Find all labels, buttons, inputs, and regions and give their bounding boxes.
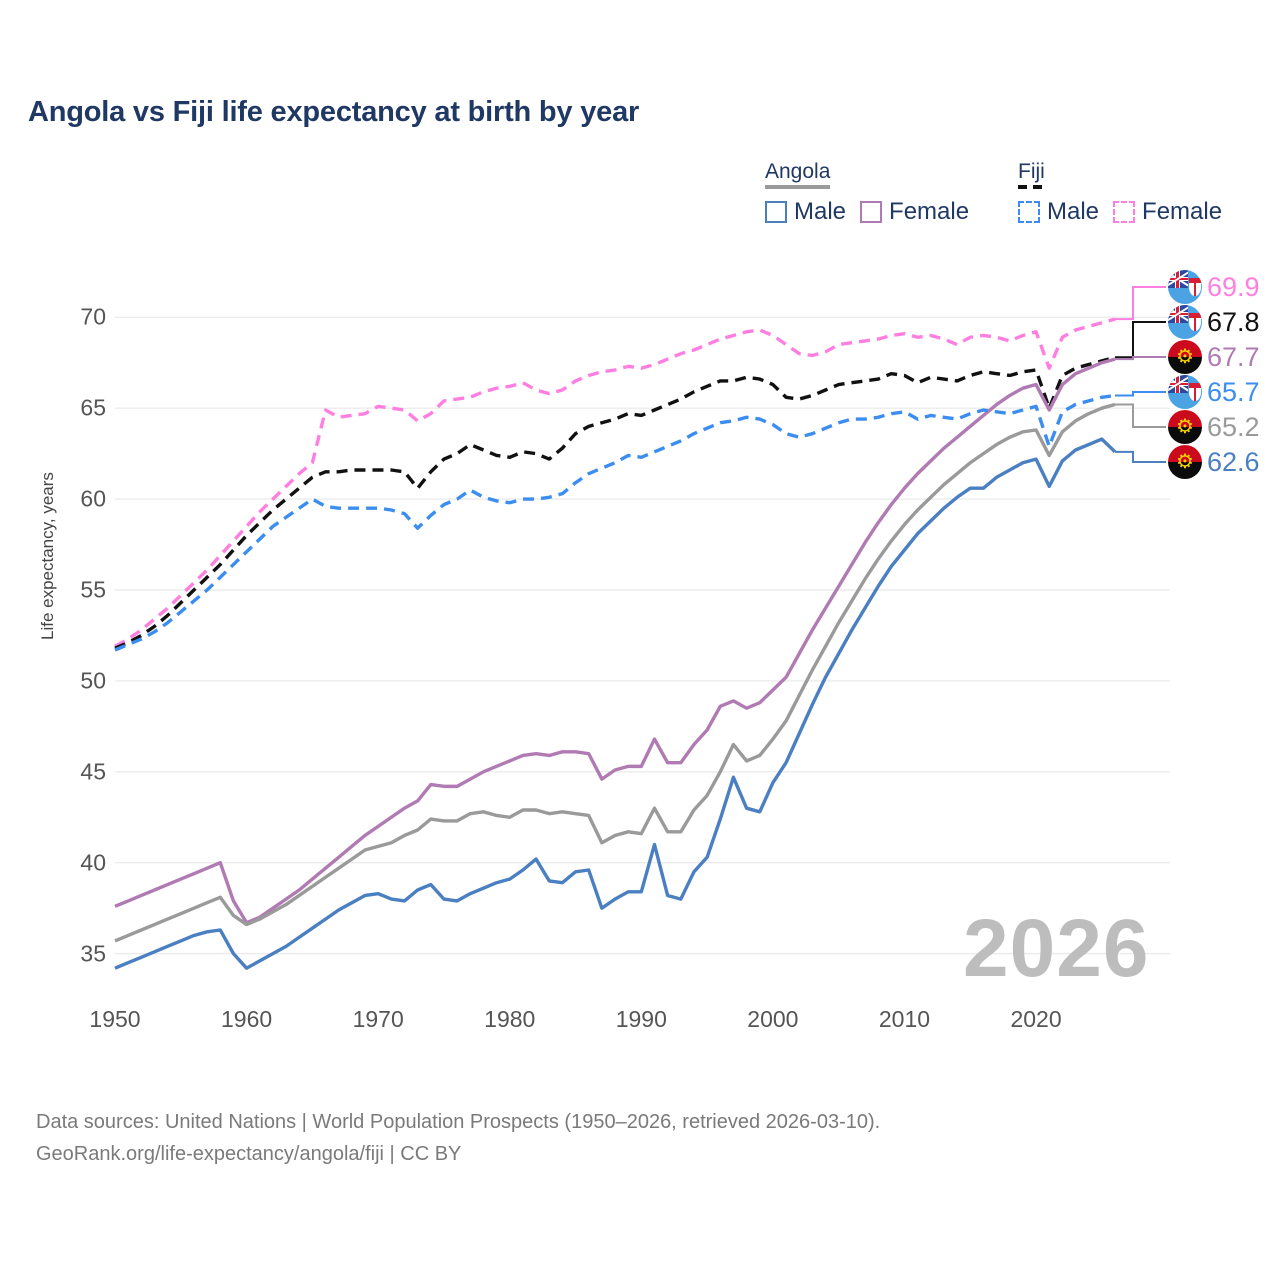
leader-line [1115,403,1166,428]
leader-line [1115,356,1166,361]
angola-flag-icon: ⚙ [1168,410,1202,444]
y-axis-tick-label: 65 [80,394,106,421]
end-label-angola-male: ⚙ 62.6 [1168,445,1260,479]
fiji-flag-icon [1168,270,1202,304]
legend-label-fiji-male: Male [1047,198,1100,225]
y-axis-tick-label: 55 [80,576,106,603]
y-axis-tick-label: 45 [80,758,106,785]
series-lines [114,286,1170,970]
legend-items-fiji: Male Female [1018,198,1222,226]
legend-swatch-icon-angola-male [765,201,787,223]
legend-label-angola-female: Female [889,198,970,225]
legend-swatch-icon-fiji-female [1113,201,1136,223]
x-axis-tick-label: 1950 [89,1006,141,1032]
page-title: Angola vs Fiji life expectancy at birth … [28,96,640,128]
end-label-value: 69.9 [1207,271,1260,302]
series-line-fiji-male [114,393,1116,652]
y-axis-tick-label: 50 [80,667,106,694]
legend-item-fiji-female[interactable]: Female [1113,198,1222,226]
legend-group-title-angola: Angola [765,160,831,189]
series-line-angola-total [114,402,1116,943]
end-label-fiji-male: 65.7 [1168,375,1260,409]
x-axis-tick-label: 2010 [878,1006,931,1032]
legend-label-fiji-female: Female [1142,198,1223,225]
footer-line-2: GeoRank.org/life-expectancy/angola/fiji … [36,1143,462,1166]
end-label-value: 67.7 [1207,341,1260,372]
leader-line [1115,286,1166,321]
x-axis-tick-label: 1960 [220,1006,273,1032]
legend-underline-dashed [1018,185,1045,189]
y-axis-tick-label: 60 [80,485,106,512]
legend-group-fiji: Fiji Male Female [1018,160,1222,225]
plot-area: 35 40 45 50 55 60 65 70 1950 1960 1970 1980 1990 200… [80,286,1170,1032]
y-axis-tick-label: 70 [80,303,106,330]
x-axis-tick-label: 1970 [352,1006,404,1032]
series-line-angola-female [114,357,1116,925]
legend-underline-solid [765,185,831,189]
legend-label-angola-male: Male [794,198,847,225]
legend-item-fiji-male[interactable]: Male [1018,198,1099,226]
legend-swatch-icon-angola-female [860,201,883,223]
y-axis-label: Life expectancy, years [38,472,57,640]
footer: Data sources: United Nations | World Pop… [36,1106,880,1171]
legend: Angola Male Female Fiji [765,160,1255,240]
legend-group-label-angola: Angola [765,160,831,183]
x-axis-tick-label: 2020 [1010,1006,1062,1032]
leader-line [1115,321,1166,359]
end-label-value: 65.7 [1207,376,1260,407]
y-axis-tick-label: 40 [80,849,106,876]
y-axis-tick-label: 35 [80,940,106,967]
angola-flag-icon: ⚙ [1168,340,1202,374]
x-axis-tick-label: 1990 [615,1006,667,1032]
end-label-value: 65.2 [1207,411,1260,442]
end-label-angola-total: ⚙ 65.2 [1168,410,1260,444]
end-label-angola-female: ⚙ 67.7 [1168,340,1260,374]
end-label-fiji-female: 69.9 [1168,270,1260,304]
legend-swatch-icon-fiji-male [1018,201,1040,223]
year-watermark: 2026 [963,903,1150,994]
series-line-angola-male [114,437,1117,970]
legend-item-angola-male[interactable]: Male [765,198,846,226]
fiji-flag-icon [1168,375,1202,409]
legend-item-angola-female[interactable]: Female [860,198,969,226]
end-value-labels: 69.9 67.8 ⚙ 67.7 65.7 ⚙ 65.2 ⚙ 62.6 [1168,262,1280,487]
legend-items-angola: Male Female [765,198,969,226]
end-label-value: 67.8 [1207,306,1260,337]
end-label-fiji-total: 67.8 [1168,305,1260,339]
legend-group-title-fiji: Fiji [1018,160,1045,189]
fiji-flag-icon [1168,305,1202,339]
footer-line-1: Data sources: United Nations | World Pop… [36,1111,881,1133]
series-line-fiji-female [114,317,1116,648]
legend-group-label-fiji: Fiji [1018,160,1045,183]
x-axis-tick-label: 2000 [747,1006,799,1032]
leader-line [1115,391,1166,397]
series-line-fiji-total [114,355,1116,650]
legend-group-angola: Angola Male Female [765,160,969,225]
x-axis-tick-label: 1980 [484,1006,536,1032]
angola-flag-icon: ⚙ [1168,445,1202,479]
leader-line [1115,450,1166,463]
end-label-value: 62.6 [1207,446,1260,477]
